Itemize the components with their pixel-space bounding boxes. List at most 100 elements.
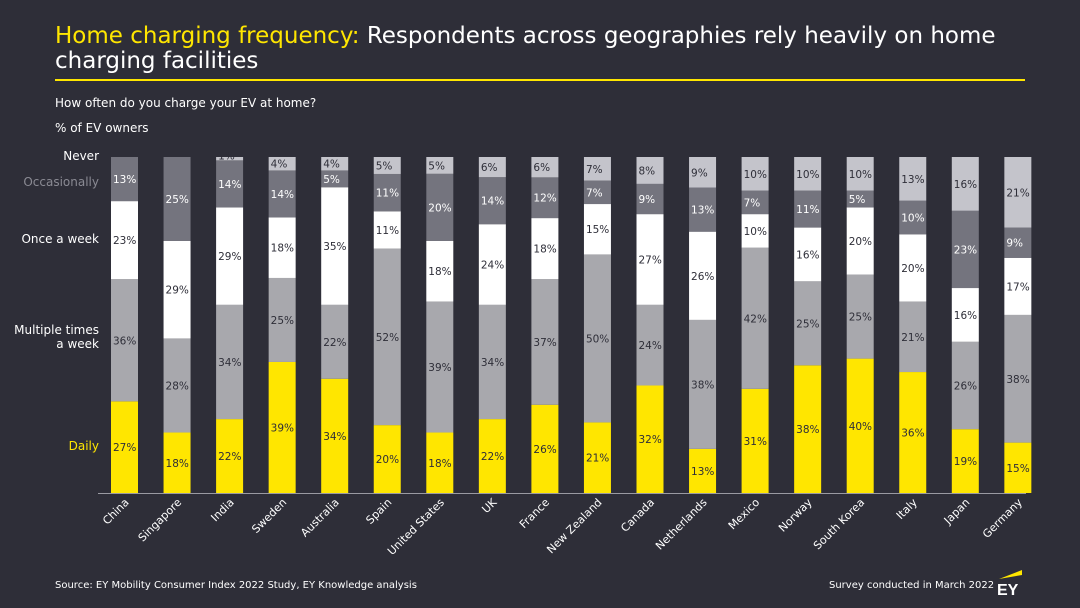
bar-multiple-times-a-week-australia <box>321 304 349 379</box>
data-label: 22% <box>323 337 346 349</box>
bar-multiple-times-a-week-china <box>111 279 138 402</box>
bar-daily-singapore <box>163 432 191 493</box>
data-label: 21% <box>1006 187 1029 199</box>
bar-multiple-times-a-week-spain <box>373 248 401 426</box>
bar-never-norway <box>794 157 822 191</box>
bar-multiple-times-a-week-singapore <box>163 338 191 433</box>
bar-never-uk <box>478 157 506 178</box>
data-label: 20% <box>428 202 451 214</box>
title-text: Respondents across geographies rely heav… <box>55 23 996 74</box>
data-label: 22% <box>481 451 504 463</box>
data-label: 10% <box>901 213 924 225</box>
category-label: United States <box>385 496 447 558</box>
logo-text: EY <box>997 582 1019 597</box>
bar-multiple-times-a-week-mexico <box>741 247 769 389</box>
data-label: 23% <box>954 244 977 256</box>
bar-never-japan <box>951 157 979 211</box>
category-label: New Zealand <box>544 496 604 556</box>
category-label: Sweden <box>249 496 289 536</box>
bar-occasionally-china <box>111 157 138 202</box>
bar-multiple-times-a-week-canada <box>636 304 664 386</box>
data-label: 8% <box>639 165 656 177</box>
legend-label-never: Never <box>63 149 99 163</box>
category-label: Netherlands <box>653 496 710 553</box>
data-label: 10% <box>744 226 767 238</box>
source-note: Source: EY Mobility Consumer Index 2022 … <box>55 580 417 591</box>
bar-occasionally-france <box>531 177 559 219</box>
data-label: 15% <box>586 224 609 236</box>
bar-daily-uk <box>478 419 506 493</box>
bar-once-a-week-uk <box>478 224 506 305</box>
data-label: 26% <box>691 271 714 283</box>
bar-occasionally-singapore <box>163 157 191 241</box>
bar-never-canada <box>636 157 664 184</box>
slide-title: Home charging frequency: Respondents acr… <box>55 24 1015 74</box>
bar-occasionally-canada <box>636 183 664 215</box>
unit-label: % of EV owners <box>55 121 149 135</box>
bar-multiple-times-a-week-sweden <box>268 277 296 362</box>
bar-never-italy <box>899 157 927 201</box>
bar-daily-germany <box>1004 442 1032 493</box>
bar-daily-france <box>531 404 559 493</box>
data-label: 4% <box>271 159 288 171</box>
legend-label-occasionally: Occasionally <box>23 175 99 189</box>
data-label: 14% <box>481 196 504 208</box>
data-label: 16% <box>954 310 977 322</box>
data-label: 18% <box>533 244 556 256</box>
bar-once-a-week-france <box>531 218 559 280</box>
bar-once-a-week-norway <box>794 227 822 282</box>
bar-once-a-week-china <box>111 201 138 280</box>
data-label: 18% <box>428 458 451 470</box>
data-label: 37% <box>533 337 556 349</box>
bar-once-a-week-japan <box>951 288 979 342</box>
bar-multiple-times-a-week-new-zealand <box>583 254 611 423</box>
bar-occasionally-italy <box>899 200 927 235</box>
data-label: 42% <box>744 313 767 325</box>
bar-multiple-times-a-week-netherlands <box>689 319 717 449</box>
data-label: 17% <box>1006 281 1029 293</box>
data-label: 13% <box>691 466 714 478</box>
title-underline <box>55 79 1025 81</box>
data-label: 13% <box>691 205 714 217</box>
survey-note: Survey conducted in March 2022 <box>829 580 995 591</box>
data-label: 38% <box>1006 374 1029 386</box>
bar-occasionally-spain <box>373 173 401 212</box>
data-label: 1% <box>218 150 235 162</box>
bar-never-mexico <box>741 157 769 191</box>
bar-once-a-week-mexico <box>741 214 769 248</box>
data-label: 36% <box>113 335 136 347</box>
data-label: 25% <box>849 312 872 324</box>
data-label: 13% <box>901 174 924 186</box>
data-label: 15% <box>1006 463 1029 475</box>
bar-once-a-week-canada <box>636 214 664 305</box>
data-label: 14% <box>271 189 294 201</box>
bar-daily-united-states <box>426 432 454 493</box>
category-label: Mexico <box>726 496 763 533</box>
data-label: 39% <box>271 423 294 435</box>
data-label: 25% <box>796 318 819 330</box>
bar-once-a-week-new-zealand <box>583 204 611 255</box>
data-label: 5% <box>323 174 340 186</box>
data-label: 27% <box>113 442 136 454</box>
data-label: 19% <box>954 456 977 468</box>
data-label: 35% <box>323 241 346 253</box>
bar-multiple-times-a-week-japan <box>951 341 979 430</box>
question-text: How often do you charge your EV at home? <box>55 96 317 110</box>
data-label: 6% <box>533 162 550 174</box>
data-label: 25% <box>271 315 294 327</box>
bar-never-united-states <box>426 157 454 174</box>
bar-once-a-week-spain <box>373 211 401 249</box>
data-label: 27% <box>639 255 662 267</box>
bar-daily-netherlands <box>689 448 717 493</box>
data-label: 7% <box>586 164 603 176</box>
data-label: 39% <box>428 362 451 374</box>
data-label: 21% <box>901 332 924 344</box>
data-label: 29% <box>218 251 241 263</box>
data-label: 9% <box>691 167 708 179</box>
category-label: Norway <box>776 496 815 535</box>
data-label: 34% <box>323 431 346 443</box>
bar-once-a-week-germany <box>1004 257 1032 315</box>
bar-daily-china <box>111 401 138 493</box>
data-label: 23% <box>113 235 136 247</box>
